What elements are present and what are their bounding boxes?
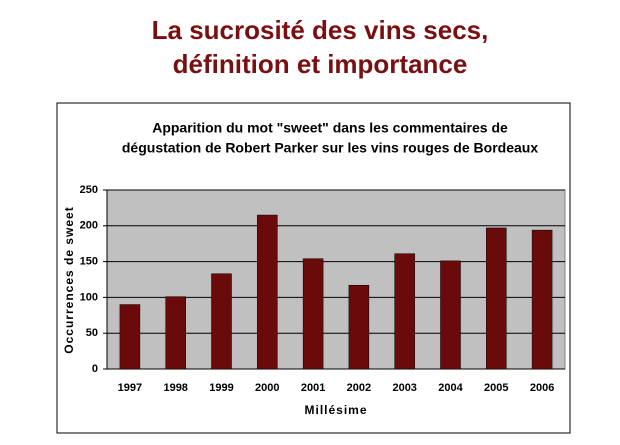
bar: [531, 229, 553, 370]
y-tick-label: 250: [80, 184, 98, 196]
x-tick-label: 1998: [163, 382, 187, 394]
bar: [302, 258, 324, 370]
x-tick-label: 2002: [347, 382, 371, 394]
y-tick-label: 0: [92, 363, 98, 375]
x-tick-label: 2006: [530, 382, 554, 394]
x-tick-label: 2005: [484, 382, 508, 394]
x-axis-label: Millésime: [304, 403, 367, 417]
y-axis-label: Occurrences de sweet: [62, 206, 76, 353]
x-tick-label: 1997: [118, 382, 142, 394]
y-tick-label: 150: [80, 256, 98, 268]
bar: [165, 296, 186, 370]
bar: [440, 260, 461, 370]
y-tick-label: 200: [80, 220, 98, 232]
bar: [486, 227, 507, 370]
chart-title: Apparition du mot "sweet" dans les comme…: [152, 120, 508, 136]
x-tick-label: 1999: [209, 382, 233, 394]
slide-title: La sucrosité des vins secs,: [152, 15, 489, 45]
bar: [348, 284, 370, 370]
x-tick-label: 2004: [438, 382, 463, 394]
slide-title: définition et importance: [173, 49, 468, 79]
chart-title: dégustation de Robert Parker sur les vin…: [122, 140, 538, 156]
x-tick-label: 2003: [392, 382, 416, 394]
bar: [257, 214, 278, 370]
bar: [119, 304, 141, 370]
x-tick-label: 2001: [301, 382, 325, 394]
bar: [211, 273, 232, 370]
y-tick-label: 50: [86, 327, 98, 339]
y-tick-label: 100: [80, 291, 98, 303]
bar: [394, 253, 415, 370]
x-tick-label: 2000: [255, 382, 279, 394]
